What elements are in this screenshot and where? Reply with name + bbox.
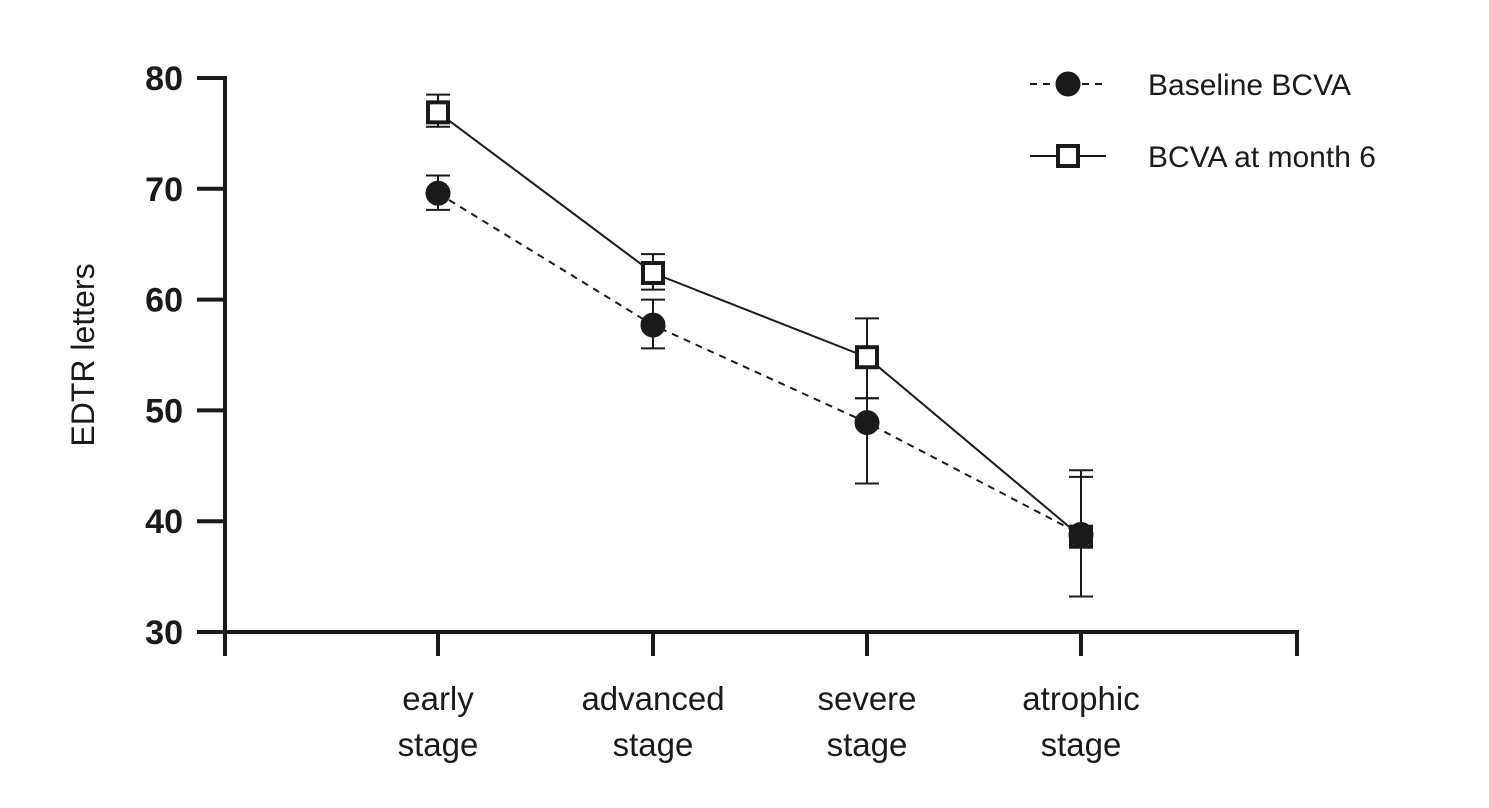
data-point: [425, 180, 451, 206]
data-point: [641, 261, 665, 286]
series-layer: [425, 93, 1094, 598]
series-bcva-month-6: [426, 93, 1093, 598]
axes: 30 40 50 60 70 80 early stage advanced stage sever…: [65, 60, 1299, 763]
data-point: [854, 410, 880, 436]
y-tick-label: 30: [145, 614, 183, 652]
y-tick-label: 40: [145, 503, 183, 541]
legend-label: BCVA at month 6: [1148, 141, 1376, 174]
data-point: [426, 100, 450, 125]
data-point: [855, 345, 879, 370]
y-tick-label: 60: [145, 282, 183, 320]
y-axis-title: EDTR letters: [65, 263, 101, 446]
x-tick-label: severe stage: [817, 680, 916, 763]
x-tick-label: atrophic stage: [1022, 680, 1139, 763]
data-point: [640, 312, 666, 338]
data-point: [1055, 71, 1081, 97]
x-tick-label: early stage: [398, 680, 479, 763]
series-line: [437, 111, 1082, 538]
x-tick-label: advanced stage: [581, 680, 724, 763]
series-line: [437, 192, 1082, 536]
y-tick-label: 70: [145, 171, 183, 209]
legend-item-baseline-bcva: Baseline BCVA: [1030, 69, 1351, 102]
data-point: [1056, 144, 1080, 168]
legend: Baseline BCVA BCVA at month 6: [1030, 69, 1376, 174]
legend-item-bcva-month-6: BCVA at month 6: [1030, 141, 1376, 174]
data-point: [1068, 521, 1094, 547]
y-tick-label: 80: [145, 60, 183, 98]
series-baseline-bcva: [425, 174, 1094, 598]
legend-label: Baseline BCVA: [1148, 69, 1351, 102]
y-tick-label: 50: [145, 392, 183, 430]
